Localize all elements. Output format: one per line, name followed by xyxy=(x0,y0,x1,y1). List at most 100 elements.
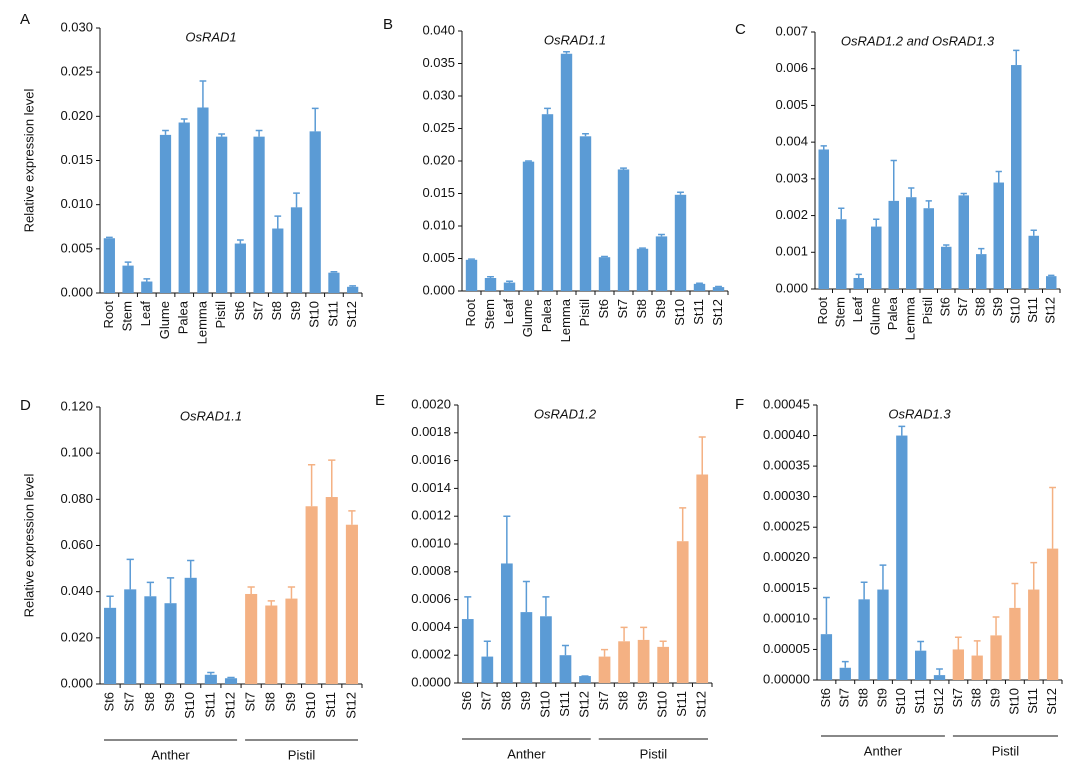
bar xyxy=(503,282,516,291)
error-bar xyxy=(992,616,1000,636)
y-tick-label: 0.00035 xyxy=(763,458,810,473)
x-tick-label: St10 xyxy=(672,299,687,326)
y-tick-label: 0.025 xyxy=(422,120,455,135)
bar xyxy=(1028,235,1039,289)
bar xyxy=(579,136,592,291)
bar xyxy=(923,208,934,289)
error-bar xyxy=(677,191,684,195)
error-bar xyxy=(1013,49,1020,66)
x-tick-label: Stem xyxy=(120,301,135,331)
y-tick-label: 0.0008 xyxy=(411,563,451,578)
x-tick-label: Pistil xyxy=(213,301,228,329)
x-tick-label: St7 xyxy=(950,688,965,708)
x-tick-label: St9 xyxy=(283,692,298,712)
bar xyxy=(696,474,709,683)
bar xyxy=(839,667,851,680)
error-bar xyxy=(563,51,570,54)
y-tick-label: 0.004 xyxy=(775,134,808,149)
y-tick-label: 0.040 xyxy=(422,22,455,37)
panel-letter: E xyxy=(375,392,385,409)
error-bar xyxy=(503,515,511,564)
bar xyxy=(541,114,554,291)
group-label: Pistil xyxy=(288,747,316,762)
error-bar xyxy=(143,278,151,282)
bar xyxy=(655,236,668,291)
bar xyxy=(598,656,611,683)
x-tick-label: St9 xyxy=(288,301,303,321)
x-tick-label: Stem xyxy=(833,297,848,327)
x-tick-label: St11 xyxy=(325,301,340,327)
x-tick-label: Pistil xyxy=(920,297,935,325)
y-tick-label: 0.00025 xyxy=(763,519,810,534)
error-bar xyxy=(898,425,906,436)
bar xyxy=(676,541,689,683)
y-tick-label: 0.0014 xyxy=(411,480,451,495)
bar xyxy=(858,599,870,680)
bar xyxy=(484,278,497,291)
y-tick-label: 0.001 xyxy=(775,244,808,259)
error-bar xyxy=(943,244,950,247)
error-bar xyxy=(166,577,175,604)
bar xyxy=(178,122,190,294)
x-tick-label: St7 xyxy=(251,301,266,321)
x-tick-label: St7 xyxy=(955,297,970,317)
x-tick-label: St8 xyxy=(973,297,988,317)
x-tick-label: St10 xyxy=(1006,688,1021,715)
bar xyxy=(216,136,228,293)
x-tick-label: St8 xyxy=(142,692,157,712)
y-tick-label: 0.006 xyxy=(775,60,808,75)
chart-title: OsRAD1.2 xyxy=(534,406,597,421)
bar xyxy=(309,131,321,293)
bar xyxy=(522,161,535,291)
error-bar xyxy=(879,564,887,590)
x-tick-label: St12 xyxy=(222,692,237,719)
bar xyxy=(952,649,964,680)
y-tick-label: 0.00020 xyxy=(763,549,810,564)
x-tick-label: St12 xyxy=(931,688,946,715)
y-tick-label: 0.00015 xyxy=(763,580,810,595)
chart-title: OsRAD1.1 xyxy=(544,32,606,47)
x-tick-label: St7 xyxy=(837,688,852,708)
y-tick-label: 0.0016 xyxy=(411,452,451,467)
bar xyxy=(305,506,318,684)
error-bar xyxy=(293,192,300,208)
bar xyxy=(693,283,706,291)
x-tick-label: St12 xyxy=(1044,688,1059,715)
panel-letter: A xyxy=(20,11,30,28)
x-tick-label: St11 xyxy=(202,692,217,718)
bar xyxy=(820,634,833,680)
bar xyxy=(657,646,670,683)
bar xyxy=(465,259,478,291)
error-bar xyxy=(525,160,532,162)
x-tick-label: St9 xyxy=(518,691,533,711)
error-bar xyxy=(349,285,357,287)
y-tick-label: 0.030 xyxy=(60,19,93,34)
error-bar xyxy=(698,436,706,475)
error-bar xyxy=(236,239,244,244)
bar xyxy=(896,435,908,680)
error-bar xyxy=(658,233,665,237)
error-bar xyxy=(838,207,845,220)
y-tick-label: 0.020 xyxy=(60,629,93,644)
error-bar xyxy=(640,626,648,640)
error-bar xyxy=(506,280,513,283)
error-bar xyxy=(218,133,226,137)
x-tick-label: St8 xyxy=(634,299,649,319)
bar xyxy=(971,655,983,680)
bar xyxy=(933,675,946,680)
x-tick-label: St8 xyxy=(269,301,284,321)
bar xyxy=(224,678,238,684)
error-bar xyxy=(468,258,475,260)
x-tick-label: St12 xyxy=(710,299,725,326)
bar xyxy=(818,149,829,289)
y-tick-label: 0.0012 xyxy=(411,508,451,523)
error-bar xyxy=(124,261,132,266)
y-tick-label: 0.120 xyxy=(60,398,93,413)
error-bar xyxy=(873,218,880,227)
error-bar xyxy=(464,596,472,620)
bar xyxy=(253,136,265,293)
error-bar xyxy=(307,463,316,507)
error-bar xyxy=(601,648,609,657)
x-tick-label: St8 xyxy=(263,692,278,712)
bar xyxy=(637,639,650,683)
